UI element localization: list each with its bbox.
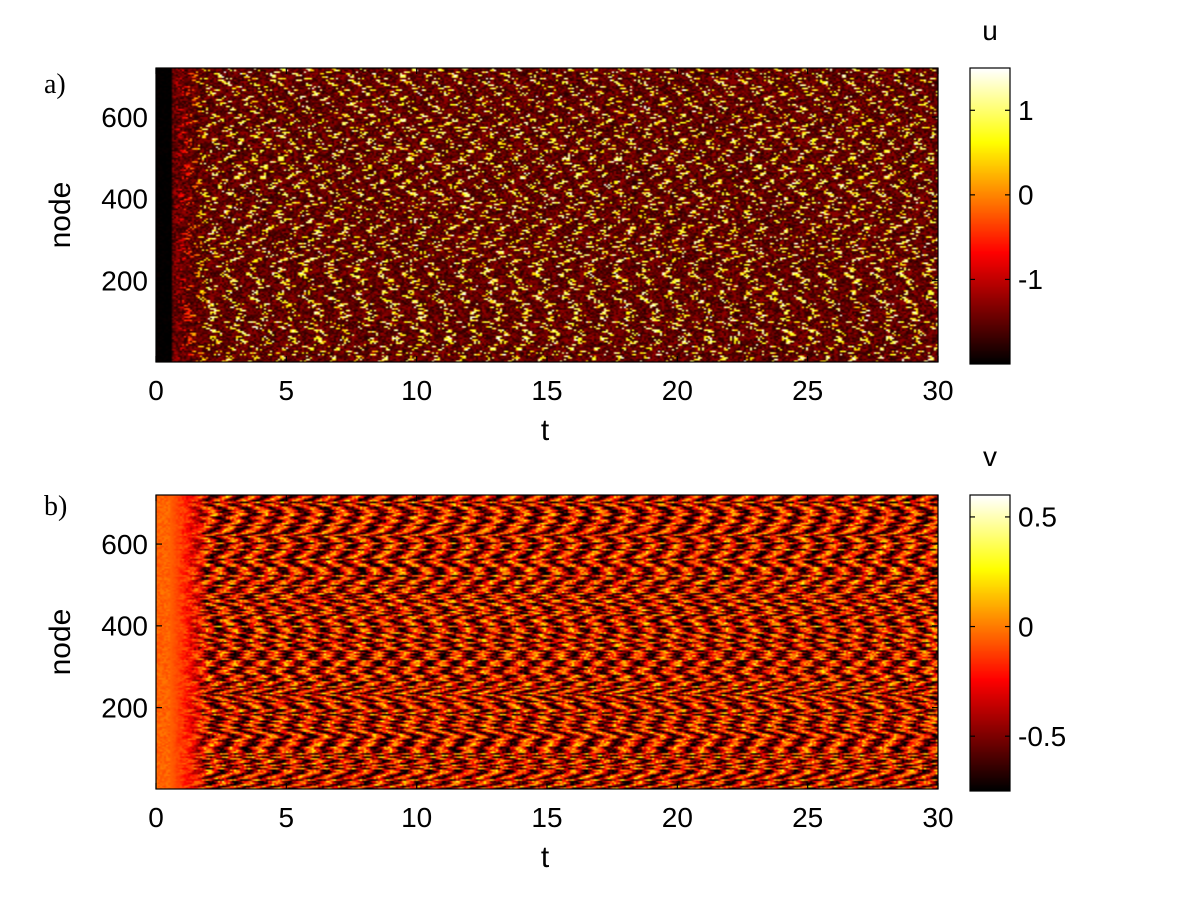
colorbar-tick-label: 0 xyxy=(1018,180,1034,211)
y-ticks-b: 200 400 600 xyxy=(101,529,938,723)
heatmap-a xyxy=(156,68,938,362)
x-tick-label: 30 xyxy=(922,375,953,406)
x-tick-label: 25 xyxy=(792,802,823,833)
x-axis-label-a: t xyxy=(541,414,550,447)
x-tick-label: 15 xyxy=(531,375,562,406)
x-tick-label: 10 xyxy=(401,802,432,833)
panel-label-a: a) xyxy=(44,69,66,100)
colorbar-frame-a xyxy=(969,67,1011,365)
y-tick-label: 600 xyxy=(101,529,148,560)
colorbar-tick-label: -0.5 xyxy=(1018,721,1066,752)
y-tick-label: 200 xyxy=(101,265,148,296)
y-axis-label-b: node xyxy=(44,609,77,676)
colorbar-tick-label: 0.5 xyxy=(1018,502,1057,533)
colorbar-frame-b xyxy=(969,494,1011,792)
colorbar-b xyxy=(970,495,1010,791)
colorbar-tick-label: 0 xyxy=(1018,611,1034,642)
colorbar-label-b: v xyxy=(983,441,997,472)
x-ticks-b: 0 5 10 15 20 25 30 xyxy=(148,495,954,833)
x-tick-label: 15 xyxy=(531,802,562,833)
colorbar-ticks-b: 0.5 0 -0.5 xyxy=(970,502,1066,752)
heatmap-b xyxy=(156,495,938,789)
y-tick-label: 400 xyxy=(101,611,148,642)
y-tick-label: 400 xyxy=(101,184,148,215)
x-axis-label-b: t xyxy=(541,841,550,874)
colorbar-ticks-a: 1 0 -1 xyxy=(970,95,1043,295)
x-tick-label: 0 xyxy=(148,802,164,833)
x-tick-label: 30 xyxy=(922,802,953,833)
colorbar-label-a: u xyxy=(982,15,998,46)
colorbar-tick-label: -1 xyxy=(1018,264,1043,295)
y-tick-label: 600 xyxy=(101,102,148,133)
panel-b: b) 0 5 10 15 20 25 30 200 400 600 t node 0.5 0 -0.… xyxy=(44,441,1066,874)
y-axis-label-a: node xyxy=(44,182,77,249)
x-tick-label: 0 xyxy=(148,375,164,406)
panel-label-b: b) xyxy=(44,491,67,522)
x-tick-label: 25 xyxy=(792,375,823,406)
x-tick-label: 5 xyxy=(279,375,295,406)
y-ticks-a: 200 400 600 xyxy=(101,102,938,296)
x-tick-label: 10 xyxy=(401,375,432,406)
x-ticks-a: 0 5 10 15 20 25 30 xyxy=(148,68,954,406)
colorbar-tick-label: 1 xyxy=(1018,95,1034,126)
x-tick-label: 5 xyxy=(279,802,295,833)
y-tick-label: 200 xyxy=(101,692,148,723)
x-tick-label: 20 xyxy=(662,375,693,406)
colorbar-a xyxy=(970,68,1010,364)
x-tick-label: 20 xyxy=(662,802,693,833)
